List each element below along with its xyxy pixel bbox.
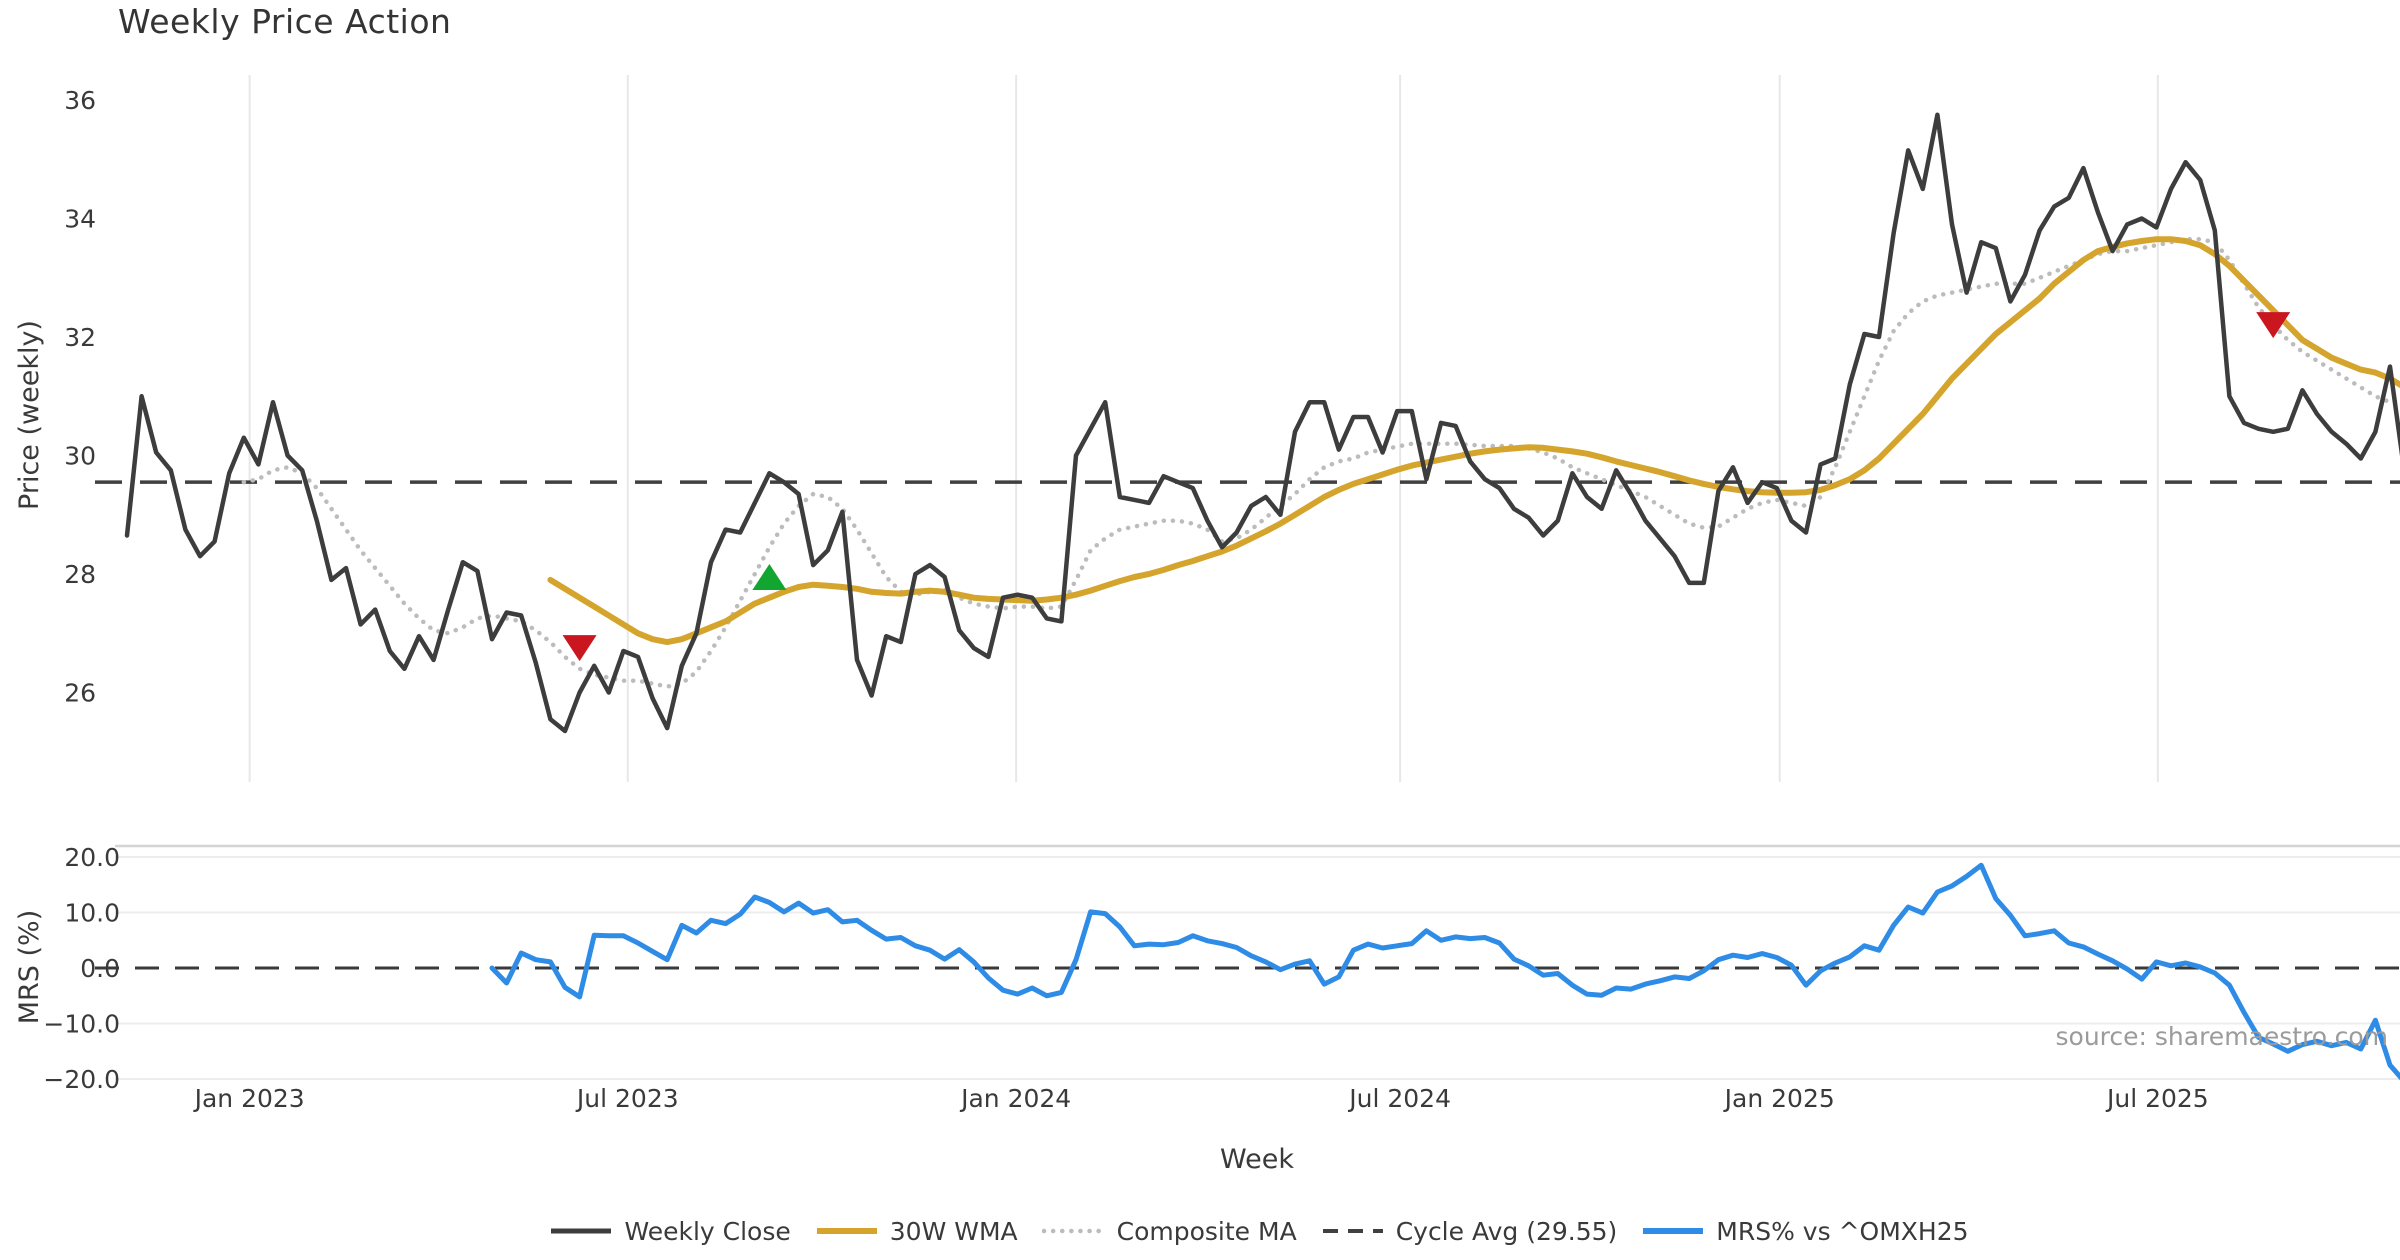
x-tick-label: Jul 2023 <box>575 1084 679 1113</box>
legend-swatch-solid <box>816 1228 877 1234</box>
x-tick-label: Jan 2023 <box>193 1084 305 1113</box>
legend-label: Cycle Avg (29.55) <box>1395 1216 1618 1246</box>
series-composite-ma <box>241 236 2400 689</box>
legend-item: 30W WMA <box>815 1217 1018 1246</box>
tick-labels-layer: 36 34 32 30 28 26 20.0 10.0 0.0 −10.0 −20.0 Jan 202… <box>43 86 2208 1113</box>
x-tick-label: Jan 2025 <box>1723 1084 1835 1113</box>
series-layer <box>95 112 2400 1081</box>
mrs-y-tick-label: 20.0 <box>64 843 120 872</box>
price-y-tick-label: 32 <box>64 323 96 352</box>
legend-item: Cycle Avg (29.55) <box>1321 1216 1618 1246</box>
price-y-axis-label: Price (weekly) <box>14 320 45 510</box>
price-y-tick-label: 28 <box>64 560 96 589</box>
mrs-y-tick-label: −20.0 <box>43 1065 120 1094</box>
legend-label: Weekly Close <box>624 1216 791 1246</box>
source-attribution: source: sharemaestro.com <box>2055 1022 2389 1051</box>
legend-label: Composite MA <box>1116 1216 1297 1246</box>
mrs-y-tick-label: −10.0 <box>43 1010 120 1039</box>
x-axis-label: Week <box>1220 1144 1294 1175</box>
grid-layer <box>115 75 2400 1080</box>
series-30w-wma <box>547 236 2400 646</box>
legend-item: Weekly Close <box>549 1216 791 1246</box>
mrs-y-axis-label: MRS (%) <box>14 910 45 1025</box>
buy-signal-marker <box>752 563 787 590</box>
mrs-y-tick-label: 0.0 <box>80 954 120 983</box>
legend-label: MRS% vs ^OMXH25 <box>1716 1216 1969 1246</box>
mrs-y-tick-label: 10.0 <box>64 899 120 928</box>
series-mrs <box>489 862 2400 1081</box>
x-tick-label: Jul 2025 <box>2105 1084 2209 1113</box>
series-weekly-close <box>124 112 2400 734</box>
legend-swatch-solid <box>1643 1228 1704 1234</box>
price-y-tick-label: 30 <box>64 442 96 471</box>
legend-swatch-dashed <box>1322 1229 1383 1233</box>
price-y-tick-label: 26 <box>64 679 96 708</box>
x-tick-label: Jul 2024 <box>1347 1084 1451 1113</box>
legend-swatch-solid <box>551 1228 612 1234</box>
signal-markers-layer <box>562 312 2291 662</box>
sell-signal-marker <box>562 635 597 662</box>
chart-title: Weekly Price Action <box>118 2 452 41</box>
chart-legend: Weekly Close 30W WMA Composite MA Cycle Avg… <box>130 1208 2388 1254</box>
legend-item: Composite MA <box>1041 1216 1297 1246</box>
price-y-tick-label: 34 <box>64 205 96 234</box>
legend-item: MRS% vs ^OMXH25 <box>1641 1216 1969 1246</box>
price-y-tick-label: 36 <box>64 86 96 115</box>
x-tick-label: Jan 2024 <box>959 1084 1071 1113</box>
legend-swatch-dotted <box>1041 1228 1106 1234</box>
sell-signal-marker <box>2256 312 2291 339</box>
legend-label: 30W WMA <box>889 1216 1018 1246</box>
